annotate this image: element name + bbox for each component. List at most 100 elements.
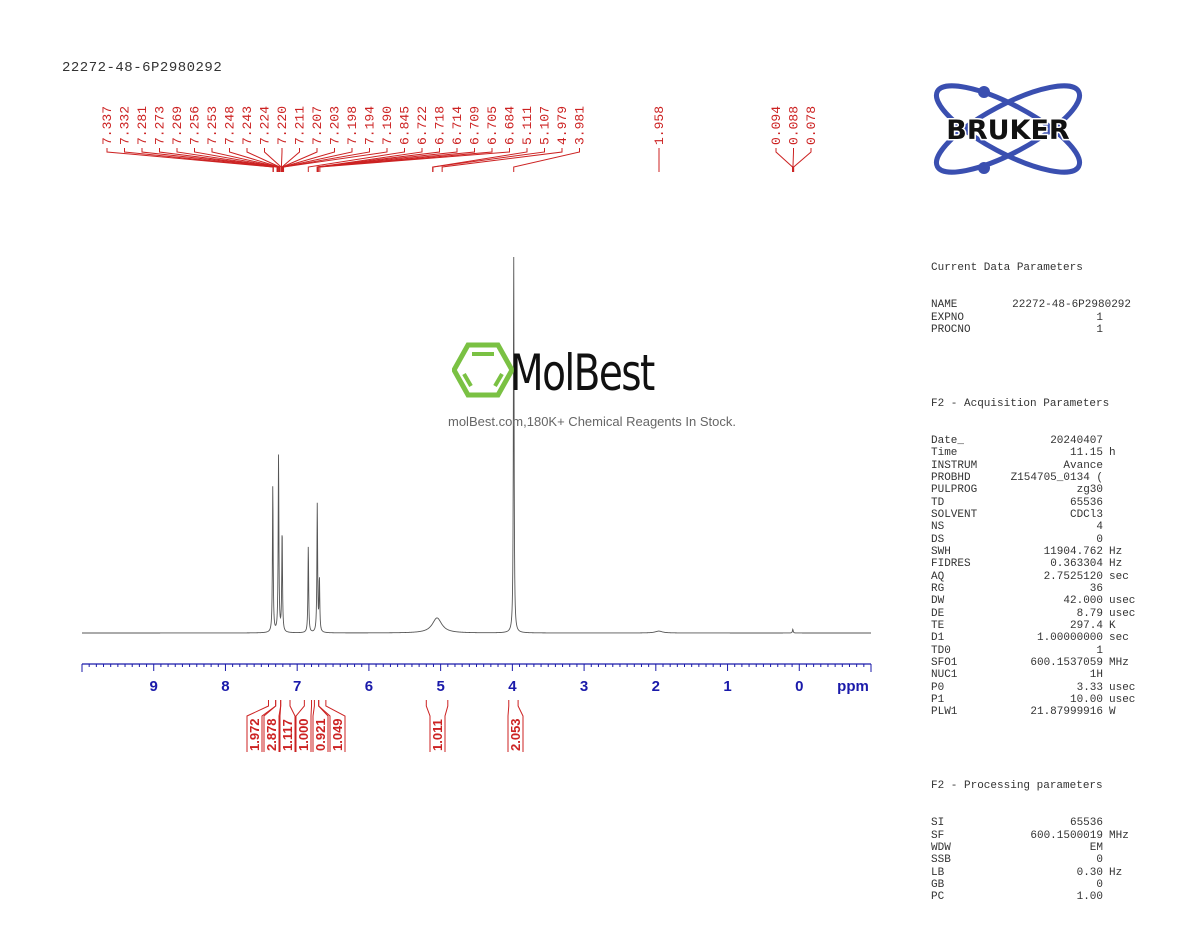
param-value: 1.00000000	[1036, 632, 1103, 645]
param-value: 297.4	[1069, 620, 1103, 632]
peak-label: 7.253	[205, 106, 220, 145]
peak-label: 0.094	[769, 106, 784, 145]
axis-tick-label: 3	[580, 678, 588, 695]
param-unit: Hz	[1109, 545, 1123, 558]
param-key: P1	[931, 694, 945, 707]
peak-label: 0.088	[787, 106, 802, 145]
param-row-de: DE 8.79 usec	[931, 608, 1137, 620]
param-unit: K	[1109, 620, 1116, 632]
param-value: 42.000	[1063, 595, 1103, 608]
axis-tick-label: 0	[795, 678, 803, 695]
param-value: 0.363304	[1050, 558, 1103, 571]
acquisition-parameters-panel: Current Data Parameters NAME 22272-48-6P2…	[931, 213, 1137, 928]
param-unit	[1103, 484, 1109, 496]
peak-label: 7.224	[258, 106, 273, 145]
current-data-parameters: Current Data Parameters NAME 22272-48-6P2…	[931, 238, 1137, 337]
param-key: PULPROG	[931, 484, 978, 497]
peak-label: 7.248	[223, 106, 238, 145]
param-key: TE	[931, 620, 945, 632]
peak-label: 7.269	[170, 106, 185, 145]
param-unit	[1103, 879, 1109, 891]
peak-label-group: 7.337 7.332 7.281 7.273 7.269 7.256 7.253 7.248…	[100, 106, 819, 172]
param-row-ssb: SSB 0	[931, 854, 1137, 866]
param-row-date: Date_ 20240407	[931, 435, 1137, 447]
peak-label: 6.845	[398, 106, 413, 145]
param-row-p1: P1 10.00 usec	[931, 694, 1137, 706]
param-row-instrum: INSTRUM Avance	[931, 460, 1137, 472]
param-value: 0	[1096, 533, 1103, 546]
param-row-fidres: FIDRES 0.363304 Hz	[931, 558, 1137, 570]
param-unit: usec	[1109, 595, 1136, 608]
peak-label: 7.190	[380, 106, 395, 145]
param-unit: sec	[1109, 632, 1129, 645]
param-value: EM	[1089, 841, 1103, 854]
param-key: RG	[931, 582, 945, 595]
ppm-axis: 9 8 7 6 5 4 3 2 1 0 ppm	[81, 663, 872, 695]
sample-title: 22272-48-6P2980292	[62, 60, 223, 76]
param-unit	[1103, 817, 1109, 829]
param-key: PROCNO	[931, 324, 971, 337]
axis-tick-label: 5	[436, 678, 444, 695]
param-row-name: NAME 22272-48-6P2980292	[931, 299, 1137, 311]
axis-unit-label: ppm	[837, 678, 869, 695]
param-unit	[1103, 460, 1109, 472]
axis-tick-label: 9	[150, 678, 158, 695]
integral-value: 0.921	[313, 718, 328, 751]
param-row-ns: NS 4	[931, 521, 1137, 533]
param-value: 1	[1096, 311, 1103, 324]
param-row-gb: GB 0	[931, 879, 1137, 891]
peak-label: 5.107	[538, 106, 553, 145]
param-value: 8.79	[1076, 607, 1103, 620]
param-key: P0	[931, 681, 945, 694]
param-unit: sec	[1109, 570, 1129, 583]
peak-label: 3.981	[573, 106, 588, 145]
param-unit	[1103, 645, 1109, 657]
peak-label: 7.220	[275, 106, 290, 145]
axis-tick-label: 7	[293, 678, 301, 695]
param-value: 600.1537059	[1030, 657, 1103, 670]
param-key: WDW	[931, 841, 951, 854]
param-unit	[1103, 497, 1109, 509]
param-value: 3.33	[1076, 681, 1103, 694]
axis-tick-label: 1	[723, 678, 731, 695]
peak-label: 6.684	[503, 106, 518, 145]
param-value: Z154705_0134 (	[1010, 471, 1103, 484]
nmr-spectrum-chart: 7.337 7.332 7.281 7.273 7.269 7.256 7.253 7.248…	[81, 106, 872, 752]
param-key: GB	[931, 878, 945, 891]
param-key: Date_	[931, 434, 965, 447]
param-value: 1	[1096, 324, 1103, 337]
param-unit: usec	[1109, 681, 1136, 694]
param-value: 11.15	[1069, 447, 1103, 460]
param-key: SFO1	[931, 657, 958, 670]
param-key: NAME	[931, 299, 958, 312]
section-title: F2 - Processing parameters	[931, 780, 1103, 793]
peak-label: 7.194	[363, 106, 378, 145]
spectrum-trace	[82, 257, 871, 634]
param-value: 0	[1096, 854, 1103, 867]
param-unit	[1103, 583, 1109, 595]
peak-label: 7.332	[118, 106, 133, 145]
param-unit: MHz	[1109, 829, 1129, 842]
param-unit: usec	[1109, 694, 1136, 707]
watermark-brand: MolBest	[510, 344, 655, 402]
integral-group: 1.972 2.878 1.117 1.000 0.921 1.049 1.011 2.053	[246, 700, 524, 752]
param-unit	[1103, 509, 1109, 521]
param-value: 65536	[1069, 496, 1103, 509]
peak-label: 7.203	[328, 106, 343, 145]
param-unit: h	[1109, 447, 1116, 460]
param-value: 20240407	[1050, 434, 1103, 447]
param-row-pc: PC 1.00	[931, 891, 1137, 903]
param-row-td0: TD0 1	[931, 645, 1137, 657]
param-unit	[1131, 299, 1137, 311]
param-row-sf: SF 600.1500019 MHz	[931, 830, 1137, 842]
param-row-plw1: PLW1 21.87999916 W	[931, 706, 1137, 718]
param-row-si: SI 65536	[931, 817, 1137, 829]
integral-value: 1.117	[280, 719, 295, 751]
param-row-sfo1: SFO1 600.1537059 MHz	[931, 657, 1137, 669]
peak-label: 6.722	[415, 106, 430, 145]
watermark-tagline: molBest.com,180K+ Chemical Reagents In S…	[448, 414, 736, 429]
param-value: 600.1500019	[1030, 829, 1103, 842]
param-key: SSB	[931, 854, 951, 867]
param-row-nuc1: NUC1 1H	[931, 669, 1137, 681]
param-key: PLW1	[931, 706, 958, 719]
